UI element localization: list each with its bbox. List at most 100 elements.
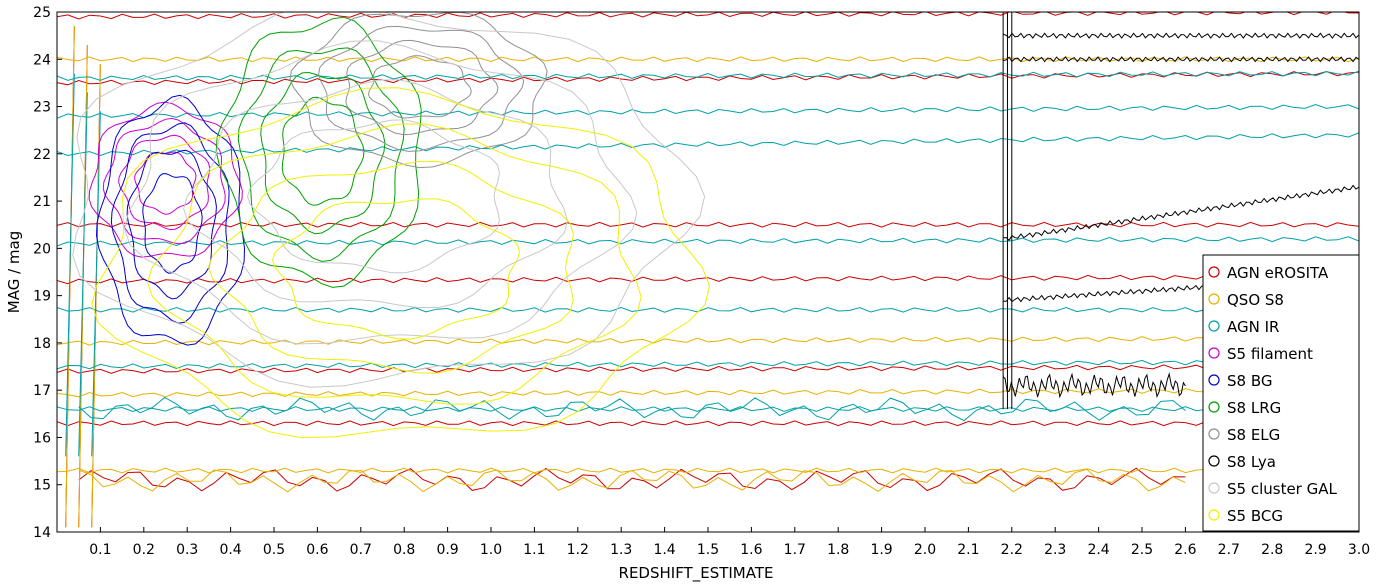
contour-line: [57, 420, 1359, 427]
contour-ring: [272, 198, 521, 340]
contour-line: [1003, 184, 1359, 242]
contour-ring: [88, 101, 243, 258]
x-tick-label: 1.5: [697, 542, 719, 558]
contour-ring: [134, 151, 197, 215]
legend-swatch: [1208, 266, 1220, 278]
contour-ring: [123, 40, 638, 345]
contour-ring: [260, 71, 386, 235]
contour-line: [1002, 32, 1359, 39]
contour-ring: [289, 12, 548, 169]
y-tick-label: 17: [33, 383, 51, 399]
contour-line: [1002, 56, 1359, 63]
legend-entry[interactable]: QSO S8: [1227, 291, 1284, 309]
x-tick-label: 0.8: [393, 542, 415, 558]
contour-line: [57, 70, 1359, 81]
legend-entry[interactable]: S8 BG: [1227, 372, 1272, 390]
legend-swatch: [1208, 482, 1220, 494]
series-s5-bcg: [91, 87, 711, 439]
legend-entry[interactable]: AGN eROSITA: [1227, 264, 1329, 282]
x-tick-label: 2.7: [1218, 542, 1240, 558]
legend-swatch: [1208, 428, 1220, 440]
y-tick-label: 25: [33, 5, 51, 21]
contour-line: [78, 467, 1186, 492]
y-tick-label: 16: [33, 430, 51, 446]
x-tick-label: 0.6: [306, 542, 328, 558]
x-tick-label: 1.2: [567, 542, 589, 558]
legend-swatch: [1208, 320, 1220, 332]
contour-ring: [237, 47, 405, 262]
contour-line: [57, 358, 1359, 370]
legend-swatch: [1208, 293, 1220, 305]
legend[interactable]: AGN eROSITA QSO S8 AGN IR S5 filament S8 BG S…: [1202, 254, 1360, 532]
series-agn-ir: [57, 70, 1359, 457]
contour-ring: [110, 122, 230, 324]
y-tick-label: 15: [33, 478, 51, 494]
legend-swatch: [1208, 455, 1220, 467]
y-tick-label: 14: [33, 525, 51, 541]
series-s8-lya: [1002, 12, 1359, 410]
y-tick-label: 24: [33, 52, 51, 68]
contour-line: [57, 306, 1359, 313]
contour-ring: [146, 123, 642, 405]
contour-ring: [246, 119, 501, 274]
y-tick-label: 20: [33, 241, 51, 257]
contour-line: [57, 387, 1359, 398]
y-tick-label: 18: [33, 336, 51, 352]
x-tick-label: 2.5: [1131, 542, 1153, 558]
x-tick-label: 0.4: [219, 542, 241, 558]
legend-swatch: [1208, 347, 1220, 359]
contour-ring: [142, 173, 203, 274]
x-tick-label: 0.5: [263, 542, 285, 558]
x-tick-label: 0.7: [350, 542, 372, 558]
contour-line: [78, 468, 1186, 493]
x-tick-label: 2.1: [957, 542, 979, 558]
legend-entry[interactable]: S5 BCG: [1227, 507, 1283, 525]
y-tick-label: 21: [33, 194, 51, 210]
x-tick-label: 1.3: [610, 542, 632, 558]
x-tick-label: 2.0: [914, 542, 936, 558]
legend-swatch: [1208, 401, 1220, 413]
x-tick-label: 3.0: [1348, 542, 1370, 558]
series-layer: [57, 12, 1359, 528]
legend-entry[interactable]: S8 LRG: [1227, 399, 1281, 417]
x-tick-label: 2.3: [1044, 542, 1066, 558]
contour-ring: [72, 12, 706, 388]
contour-line: [57, 70, 1359, 86]
contour-ring: [95, 94, 246, 346]
x-tick-label: 1.8: [827, 542, 849, 558]
y-tick-label: 22: [33, 147, 51, 163]
legend-entry[interactable]: S8 ELG: [1227, 426, 1280, 444]
x-tick-label: 0.3: [176, 542, 198, 558]
legend-swatch: [1208, 374, 1220, 386]
y-tick-label: 23: [33, 100, 51, 116]
contour-line: [57, 335, 1359, 346]
contour-ring: [318, 25, 525, 152]
contour-line: [57, 12, 1359, 20]
contour-line: [78, 396, 1186, 422]
x-tick-label: 0.2: [133, 542, 155, 558]
x-tick-label: 1.4: [653, 542, 675, 558]
x-tick-label: 2.4: [1087, 542, 1109, 558]
contour-line: [57, 467, 1359, 474]
contour-line: [57, 103, 1359, 119]
legend-frame: [1202, 254, 1360, 532]
series-agn-erosita: [57, 12, 1359, 528]
contour-line: [57, 236, 1359, 247]
contour-line: [57, 406, 1359, 413]
x-tick-label: 2.8: [1261, 542, 1283, 558]
x-tick-label: 1.1: [523, 542, 545, 558]
contour-ring: [367, 55, 472, 119]
x-tick-label: 1.0: [480, 542, 502, 558]
x-tick-label: 1.9: [870, 542, 892, 558]
legend-entry[interactable]: AGN IR: [1227, 318, 1279, 336]
x-tick-label: 2.9: [1304, 542, 1326, 558]
legend-entry[interactable]: S8 Lya: [1227, 453, 1276, 471]
contour-line: [57, 221, 1359, 228]
x-tick-label: 1.6: [740, 542, 762, 558]
x-tick-label: 2.6: [1174, 542, 1196, 558]
legend-entry[interactable]: S5 filament: [1227, 345, 1313, 363]
legend-entry[interactable]: S5 cluster GAL: [1227, 480, 1337, 498]
contour-line: [57, 273, 1359, 285]
contour-line: [57, 132, 1359, 157]
